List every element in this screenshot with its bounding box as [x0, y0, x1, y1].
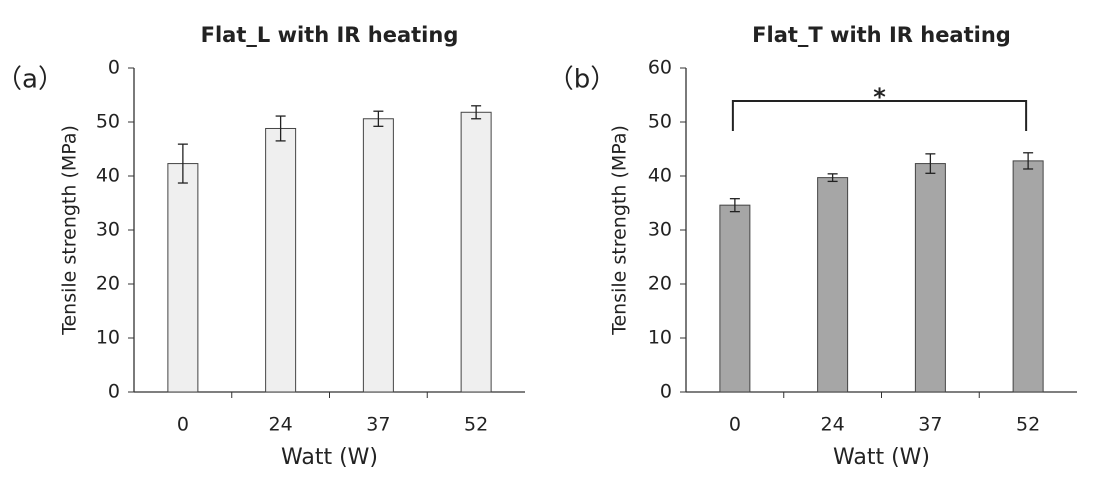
x-tick-label: 0	[177, 414, 189, 436]
x-axis-label: Watt (W)	[833, 445, 930, 470]
y-tick-label: 40	[96, 165, 120, 187]
y-tick-label: 20	[648, 273, 672, 295]
y-tick-label: 30	[96, 219, 120, 241]
x-tick-label: 0	[729, 414, 741, 436]
panel-label: （b）	[548, 65, 617, 95]
x-tick-label: 24	[821, 414, 845, 436]
bar	[817, 177, 849, 393]
significance-bracket	[731, 100, 1028, 131]
y-tick-label: 40	[648, 165, 672, 187]
y-tick-label: 10	[648, 327, 672, 349]
bar	[719, 204, 751, 393]
y-tick-label: 10	[96, 327, 120, 349]
chart-title: Flat_L with IR heating	[201, 23, 459, 47]
x-tick-label: 37	[918, 414, 942, 436]
bar	[362, 118, 394, 393]
x-tick-label: 37	[366, 414, 390, 436]
bar	[460, 111, 492, 393]
y-tick-label: 50	[648, 111, 672, 133]
chart-title: Flat_T with IR heating	[752, 23, 1011, 47]
annotation: *	[873, 83, 886, 111]
y-tick-label: 50	[96, 111, 120, 133]
y-tick-label: 0	[108, 57, 120, 79]
bar	[1012, 160, 1044, 393]
x-axis-label: Watt (W)	[281, 445, 378, 470]
y-tick-label: 60	[648, 57, 672, 79]
bar	[167, 163, 199, 393]
x-tick-label: 52	[464, 414, 488, 436]
x-tick-label: 24	[269, 414, 293, 436]
panel-label: （a）	[0, 65, 64, 95]
y-axis-label: Tensile strength (MPa)	[59, 125, 81, 336]
x-tick-label: 52	[1016, 414, 1040, 436]
bar	[914, 163, 946, 393]
y-tick-label: 20	[96, 273, 120, 295]
y-tick-label: 0	[108, 381, 120, 403]
y-tick-label: 0	[660, 381, 672, 403]
y-axis-label: Tensile strength (MPa)	[609, 125, 631, 336]
bar	[265, 127, 297, 393]
y-tick-label: 30	[648, 219, 672, 241]
